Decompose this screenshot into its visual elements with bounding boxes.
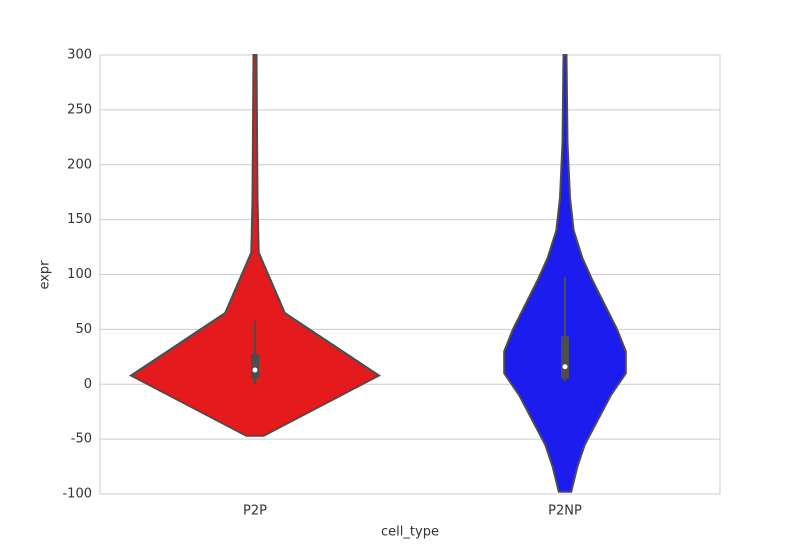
y-tick-label: 0 xyxy=(84,377,92,392)
violin xyxy=(129,54,381,437)
x-tick-label: P2P xyxy=(243,504,267,519)
box xyxy=(251,353,259,379)
y-tick-label: 250 xyxy=(67,102,92,117)
plot-frame xyxy=(99,54,721,495)
y-axis-label: expr xyxy=(38,260,53,290)
median xyxy=(252,367,258,373)
box xyxy=(561,335,569,379)
violin xyxy=(503,54,627,493)
y-tick-label: 300 xyxy=(67,48,92,63)
y-tick-label: 200 xyxy=(67,157,92,172)
x-axis-label: cell_type xyxy=(381,525,439,540)
y-tick-label: -50 xyxy=(71,432,92,447)
y-tick-label: -100 xyxy=(62,487,92,502)
y-tick-label: 150 xyxy=(67,212,92,227)
y-tick-label: 100 xyxy=(67,267,92,282)
y-tick-label: 50 xyxy=(75,322,92,337)
median xyxy=(562,364,568,370)
x-tick-label: P2NP xyxy=(548,504,582,519)
